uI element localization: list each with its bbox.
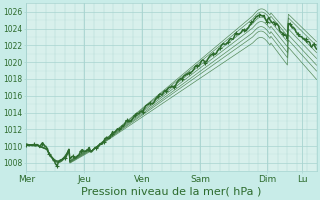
X-axis label: Pression niveau de la mer( hPa ): Pression niveau de la mer( hPa ) [81, 187, 261, 197]
